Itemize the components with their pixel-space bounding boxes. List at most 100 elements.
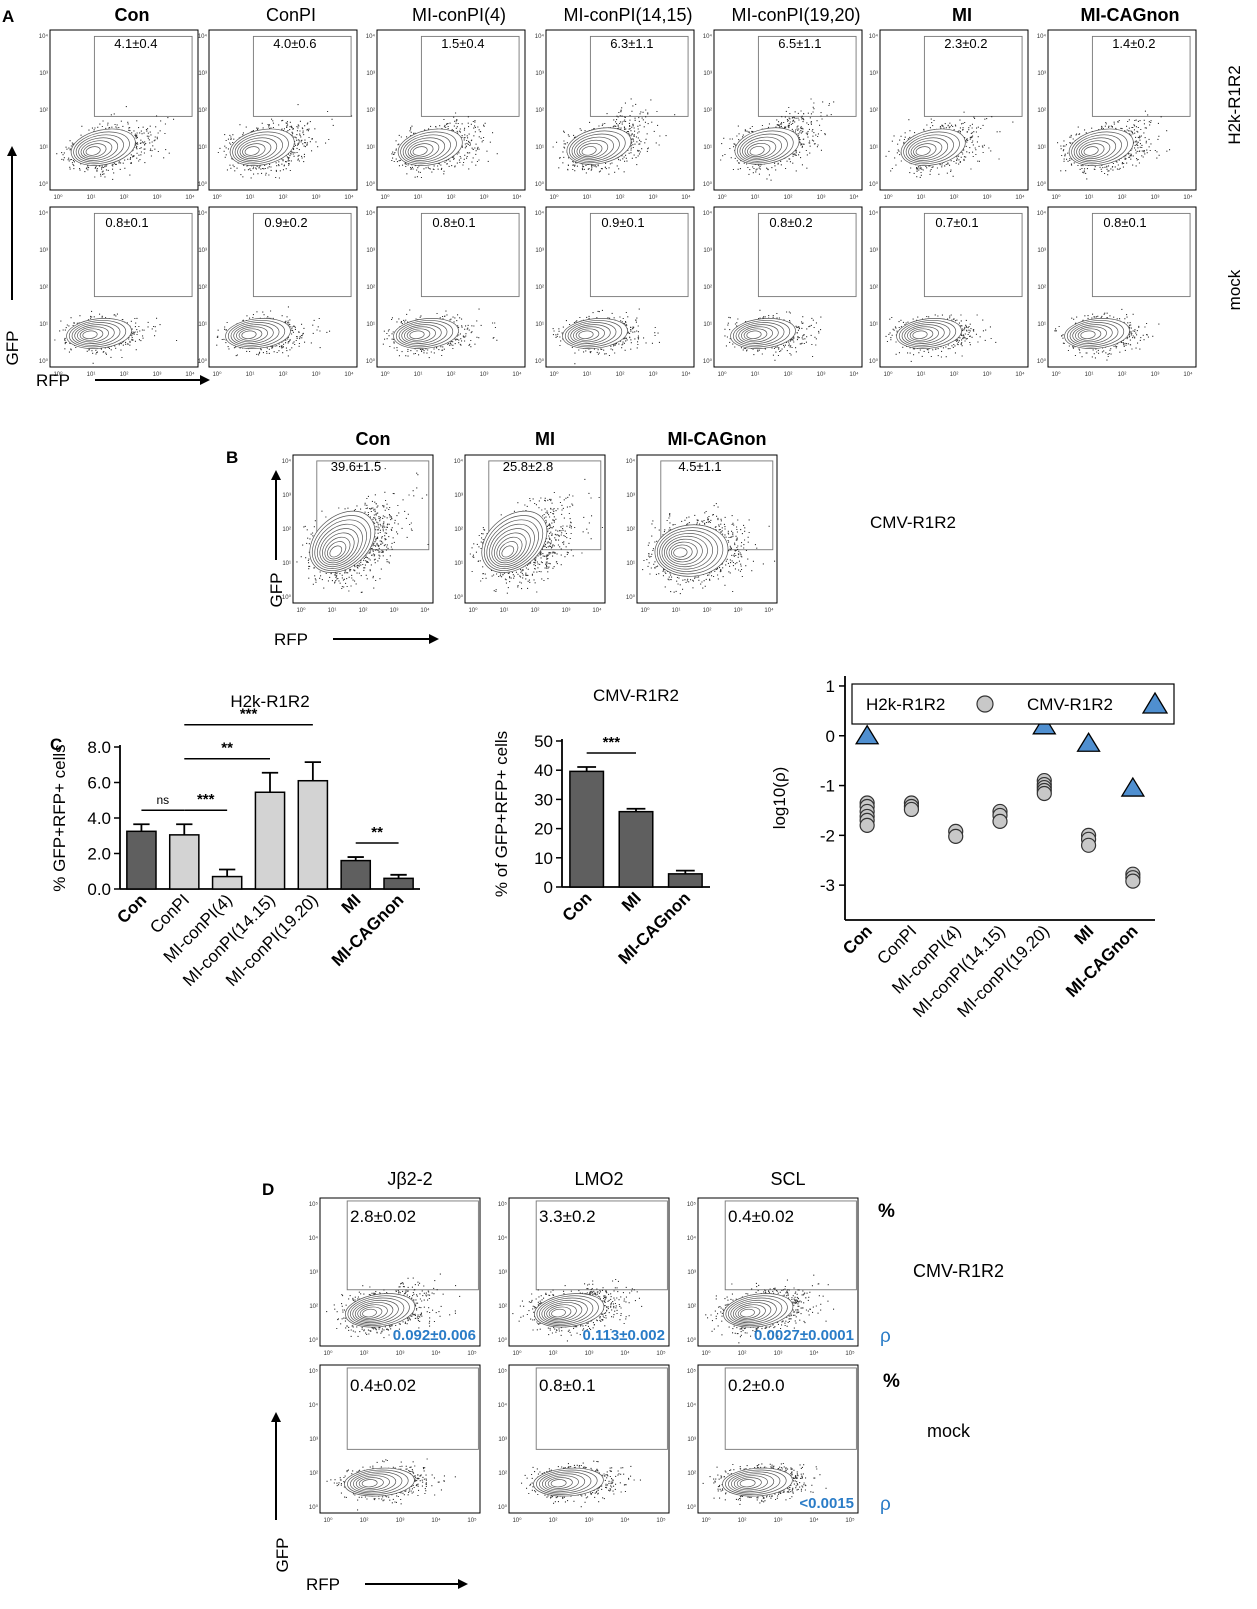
y-tick-label: 10³ — [703, 248, 712, 254]
gate-percentage: 0.9±0.2 — [264, 215, 307, 230]
y-tick-label: 10⁰ — [366, 181, 376, 188]
column-header: Jβ2-2 — [387, 1169, 432, 1189]
contour-line — [739, 1479, 756, 1488]
rho-value: 0.0027±0.0001 — [754, 1327, 854, 1344]
x-tick-label: 10³ — [585, 1518, 594, 1524]
gate-percentage: 0.8±0.1 — [539, 1376, 596, 1395]
contour-line — [74, 324, 115, 344]
y-tick-label: 10⁰ — [198, 181, 208, 188]
flow-plot: 10⁰ 10⁰ 10¹ 10¹ 10² 10² 10³ 10³ 10⁴ 10⁴ — [39, 29, 199, 201]
x-tick-label: 10⁴ — [620, 1517, 630, 1524]
contour-line — [319, 528, 359, 566]
bar — [211, 875, 243, 890]
contour-line — [234, 134, 283, 163]
x-tick-label: 10¹ — [917, 372, 926, 378]
y-tick-label: 10¹ — [39, 322, 48, 328]
gate-percentage: 0.4±0.02 — [350, 1376, 416, 1395]
chart-title: CMV-R1R2 — [593, 686, 679, 705]
y-tick-label: 10⁰ — [703, 358, 713, 365]
y-tick-label: 10⁵ — [498, 1201, 508, 1208]
gate-box — [252, 35, 352, 117]
contour-line — [347, 1469, 409, 1495]
percent-symbol: % — [878, 1201, 895, 1222]
y-tick-label: 10⁵ — [687, 1368, 697, 1375]
y-tick-label: 10³ — [535, 71, 544, 77]
contour-line — [347, 1295, 410, 1326]
panel-label-a: A — [2, 7, 14, 26]
y-tick-label: 10² — [687, 1304, 696, 1310]
y-axis-label: % of GFP+RFP+ cells — [492, 731, 511, 897]
contour-line — [327, 541, 347, 560]
bar — [383, 877, 414, 890]
y-tick-label: 10² — [703, 108, 712, 114]
x-tick-label: 10² — [1118, 195, 1127, 201]
x-tick-label: 10² — [950, 195, 959, 201]
bar — [297, 779, 329, 890]
y-tick-label: 10² — [535, 285, 544, 291]
x-tick-label: 10¹ — [246, 372, 255, 378]
y-axis-label: GFP — [3, 331, 22, 366]
column-header: LMO2 — [574, 1169, 623, 1189]
plot-frame — [208, 29, 358, 191]
y-tick-label: 10² — [39, 285, 48, 291]
y-tick-label: 10³ — [39, 248, 48, 254]
x-tick-label: 10⁴ — [681, 194, 691, 201]
x-tick-label: 10² — [447, 195, 456, 201]
flow-plot: 10⁰ 10⁰ 10¹ 10¹ 10² 10² 10³ 10³ 10⁴ 10⁴ — [626, 454, 778, 614]
y-tick-label: 10⁴ — [198, 210, 208, 217]
y-tick-label: 10⁴ — [498, 1235, 508, 1242]
significance-label: *** — [603, 734, 621, 751]
column-header: MI-conPI(14,15) — [563, 5, 692, 25]
contour-line — [666, 538, 703, 565]
y-tick-label: 10³ — [535, 248, 544, 254]
x-tick-label: 10¹ — [87, 195, 96, 201]
y-tick-label: 0.0 — [87, 880, 111, 899]
contour-line — [1075, 326, 1107, 343]
gate-box — [346, 1367, 479, 1450]
contour-line — [737, 1306, 761, 1319]
x-tick-label: 10⁴ — [512, 194, 522, 201]
x-tick-label: 10⁴ — [620, 1350, 630, 1357]
contour-line — [491, 528, 531, 566]
y-tick-label: 10¹ — [282, 561, 291, 567]
contour-line — [1076, 137, 1117, 161]
bar — [569, 770, 605, 888]
contour-line — [73, 131, 130, 165]
x-tick-label: 10¹ — [583, 372, 592, 378]
flow-plot: 10⁰ 10⁰ 10¹ 10¹ 10² 10² 10³ 10³ 10⁴ 10⁴ — [1037, 29, 1197, 201]
contour-line — [571, 133, 620, 162]
x-tick-label: 10⁵ — [467, 1350, 477, 1357]
x-tick-label: 10⁴ — [1183, 194, 1193, 201]
y-tick-label: 10³ — [309, 1270, 318, 1276]
flow-plot: 10⁰ 10⁰ 10¹ 10¹ 10² 10² 10³ 10³ 10⁴ 10⁴ — [535, 29, 695, 201]
column-header: MI-conPI(4) — [412, 5, 506, 25]
y-tick-label: 10⁴ — [309, 1402, 319, 1409]
y-tick-label: 10¹ — [454, 561, 463, 567]
y-tick-label: 10³ — [198, 71, 207, 77]
contour-line — [730, 1299, 777, 1324]
x-tick-label: 10⁰ — [512, 1350, 522, 1357]
contour-line — [230, 322, 280, 346]
column-header: SCL — [770, 1169, 805, 1189]
contour-line — [1077, 328, 1102, 341]
x-axis-label: RFP — [274, 630, 308, 649]
x-tick-label: 10³ — [649, 195, 658, 201]
contour-line — [483, 515, 544, 571]
y-tick-label: 10⁰ — [366, 358, 376, 365]
plot-frame — [545, 29, 695, 191]
x-tick-label: 10³ — [817, 372, 826, 378]
x-tick-label: 10¹ — [414, 372, 423, 378]
column-header: MI — [535, 429, 555, 449]
gate-box — [420, 35, 520, 117]
contour-line — [668, 541, 698, 563]
contour-line — [1080, 330, 1096, 340]
contour-line — [350, 1471, 403, 1494]
x-tick-label: 10¹ — [751, 372, 760, 378]
contour-line — [321, 532, 355, 564]
flow-plot: 10⁰ 10⁰ 10¹ 10¹ 10² 10² 10³ 10³ 10⁴ 10⁴ — [1037, 206, 1197, 378]
contour-line — [314, 519, 367, 569]
x-tick-label: 10⁴ — [344, 371, 354, 378]
flow-plot: 10⁰ 10⁰ 10² 10² 10³ 10³ 10⁴ 10⁴ 10⁵ 10⁵ — [687, 1197, 859, 1357]
y-tick-label: 10¹ — [366, 145, 375, 151]
